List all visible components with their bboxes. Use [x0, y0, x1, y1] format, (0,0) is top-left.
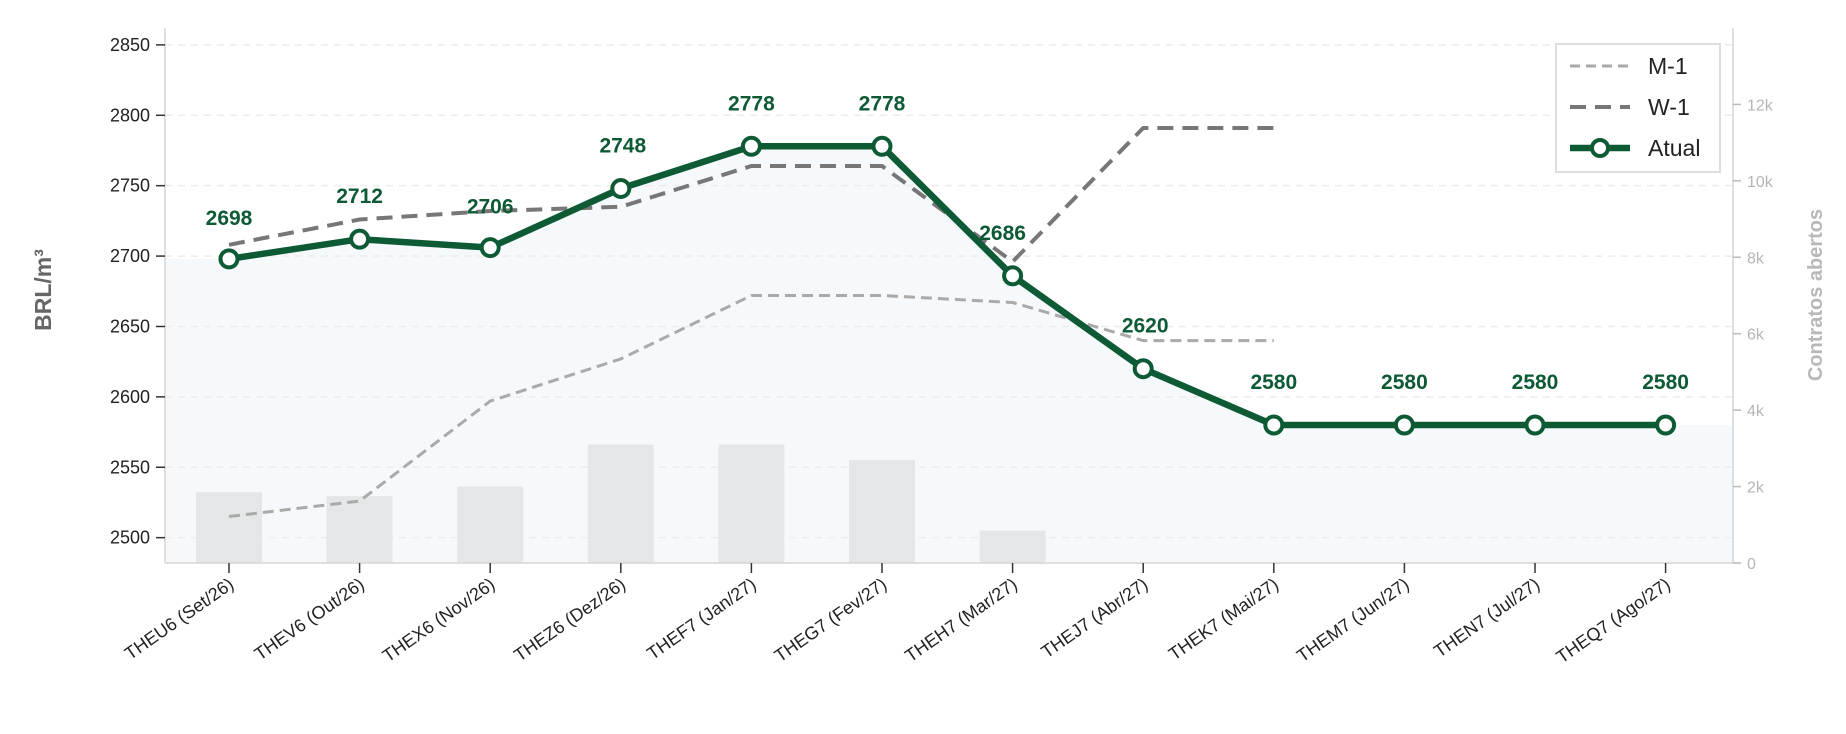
series-marker [218, 248, 240, 270]
x-tick-label: THEJ7 (Abr/27) [1038, 574, 1152, 662]
y2-tick-label: 2k [1747, 480, 1765, 497]
data-label: 2778 [728, 92, 775, 115]
x-tick-label: THEZ6 (Dez/26) [510, 574, 629, 666]
y-tick-label: 2750 [110, 176, 150, 196]
series-marker [871, 135, 893, 157]
x-tick-label: THEX6 (Nov/26) [379, 574, 499, 666]
data-label: 2580 [1512, 371, 1559, 394]
gridlines [165, 44, 1733, 539]
open-interest-bar [196, 492, 262, 563]
open-interest-bar [326, 496, 393, 563]
y2-tick-label: 6k [1747, 327, 1765, 344]
y2-tick-label: 10k [1747, 174, 1774, 191]
series-marker [479, 237, 501, 259]
x-tick-label: THEG7 (Fev/27) [771, 574, 891, 666]
series-marker [1132, 358, 1154, 380]
data-label: 2712 [336, 185, 383, 208]
open-interest-bar [587, 444, 654, 563]
legend-swatch-marker [1590, 138, 1610, 158]
y-tick-label: 2800 [110, 105, 150, 125]
data-label: 2748 [599, 135, 646, 158]
series-line-2 [228, 143, 1666, 429]
area-fill [165, 146, 1733, 564]
series-marker [1524, 414, 1546, 436]
data-label: 2580 [1642, 371, 1689, 394]
data-label: 2706 [467, 196, 514, 219]
data-label: 2698 [206, 207, 253, 230]
y-tick-label: 2500 [110, 528, 150, 548]
open-interest-bar [979, 530, 1046, 563]
data-labels: 2698 2712 2706 2748 2778 2778 2686 2620 2580 2580… [206, 92, 1689, 394]
open-interest-bar [718, 444, 785, 563]
data-label: 2778 [859, 92, 906, 115]
series-marker [1393, 414, 1415, 436]
y2-tick-label: 8k [1747, 250, 1765, 267]
open-interest-bars [196, 444, 1046, 563]
data-label: 2686 [979, 222, 1026, 245]
y-tick-label: 2700 [110, 246, 150, 266]
data-label: 2620 [1122, 315, 1169, 338]
open-interest-bar [457, 486, 524, 563]
legend-label: M-1 [1648, 53, 1688, 79]
x-tick-label: THEF7 (Jan/27) [643, 574, 759, 664]
legend-label: Atual [1648, 135, 1700, 161]
x-tick-label: THEM7 (Jun/27) [1293, 574, 1413, 666]
series-marker [610, 178, 632, 199]
series-markers [218, 135, 1677, 436]
x-tick-label: THEK7 (Mai/27) [1165, 574, 1282, 664]
series-marker [1002, 265, 1024, 287]
y2-tick-label: 4k [1747, 403, 1765, 420]
x-tick-label: THEU6 (Set/26) [121, 574, 237, 664]
x-tick-label: THEN7 (Jul/27) [1430, 574, 1543, 662]
y-tick-label: 2550 [110, 457, 150, 477]
y-tick-label: 2600 [110, 387, 150, 407]
y-axis-title: BRL/m³ [30, 249, 56, 331]
x-tick-label: THEV6 (Out/26) [251, 574, 368, 664]
series-line-1 [228, 126, 1274, 264]
plot-background [165, 146, 1733, 564]
data-label: 2580 [1381, 371, 1428, 394]
legend-label: W-1 [1648, 94, 1690, 120]
series-marker [349, 228, 371, 250]
y2-tick-label: 0 [1747, 556, 1756, 573]
y-tick-label: 2650 [110, 316, 150, 336]
series-lines [228, 126, 1666, 518]
series-marker [740, 135, 762, 157]
y2-tick-label: 12k [1747, 97, 1774, 114]
series-marker [1263, 414, 1285, 436]
series-line-0 [228, 294, 1274, 518]
y-tick-label: 2850 [110, 35, 150, 55]
series-marker [1655, 414, 1677, 436]
x-tick-label: THEH7 (Mar/27) [901, 574, 1021, 666]
data-label: 2580 [1250, 371, 1297, 394]
open-interest-bar [849, 459, 915, 563]
y2-axis-title: Contratos abertos [1805, 209, 1827, 381]
x-tick-label: THEQ7 (Ago/27) [1553, 574, 1674, 667]
legend: M-1 W-1 Atual [1555, 43, 1721, 173]
